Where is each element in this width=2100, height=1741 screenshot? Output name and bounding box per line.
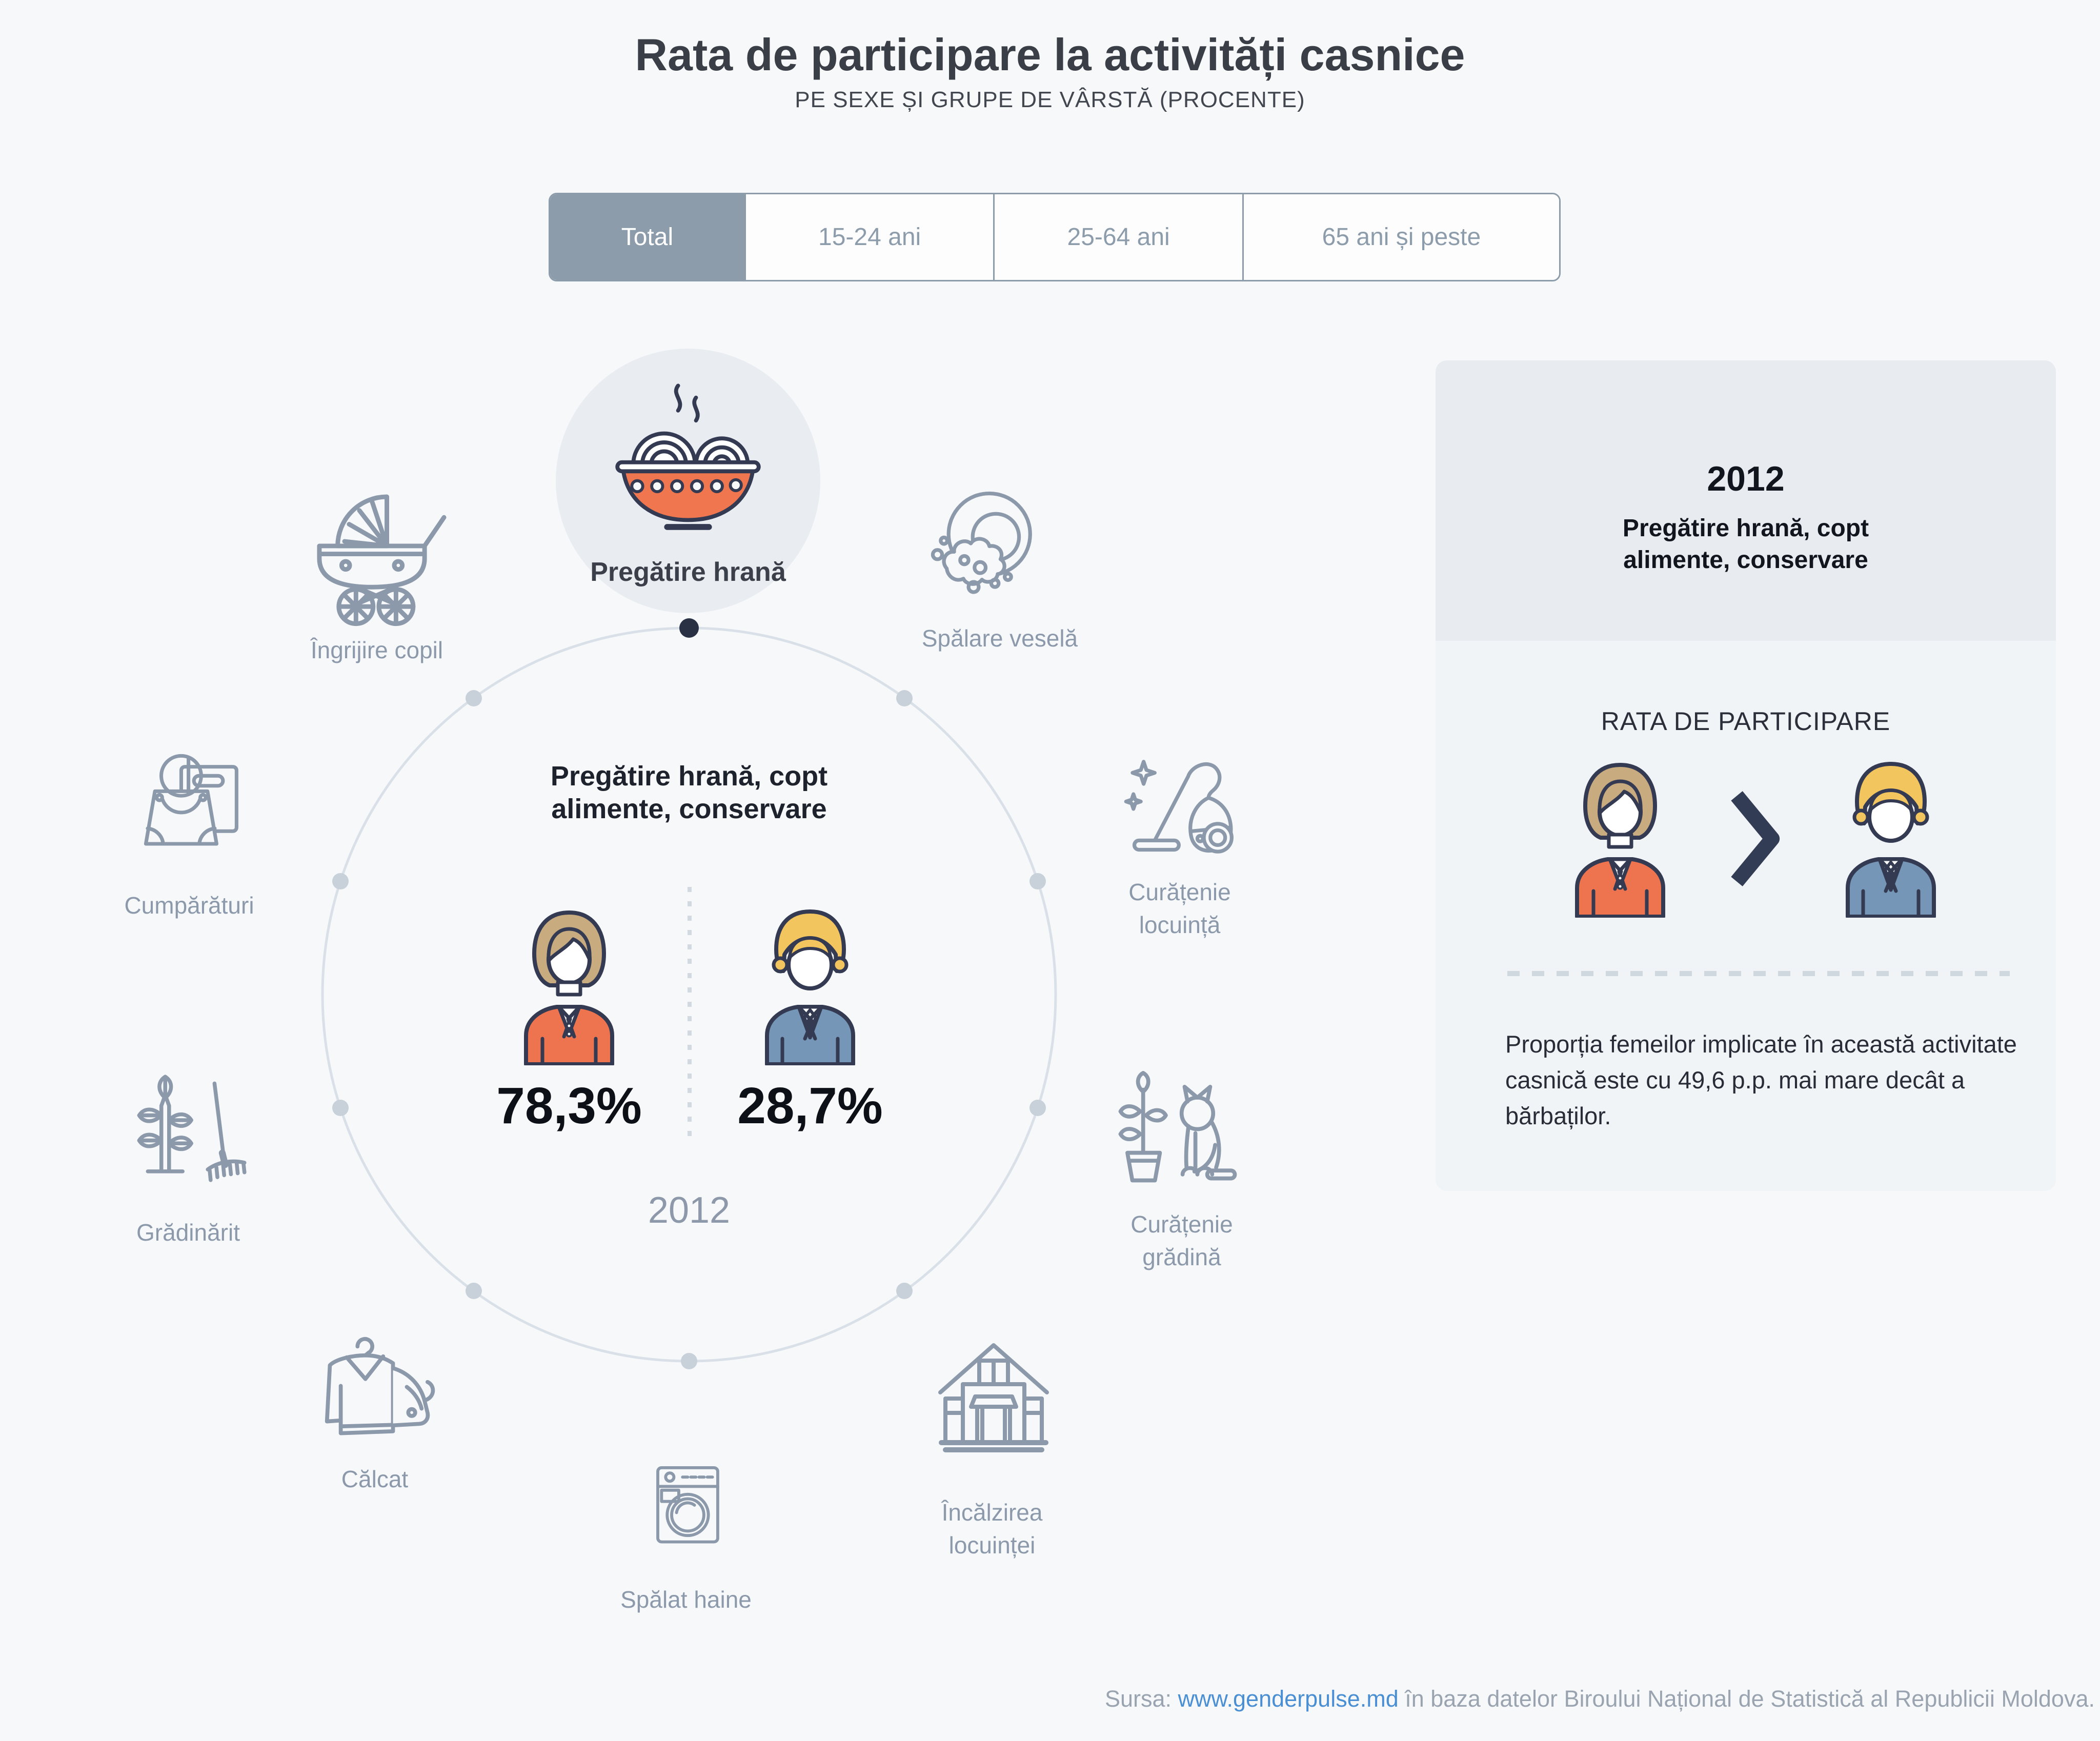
- activity-label: Călcat: [341, 1466, 409, 1492]
- activity-label: Cumpărături: [124, 892, 254, 919]
- page-subtitle: PE SEXE ȘI GRUPE DE VÂRSTĂ (PROCENTE): [795, 87, 1305, 112]
- shopping-bags-icon: [144, 754, 238, 846]
- shirt-iron-icon: [325, 1337, 435, 1435]
- activity-label: Îngrijire copil: [310, 637, 443, 663]
- dish-bubbles-icon: [931, 491, 1032, 594]
- panel-note: Proporția femeilor implicate în această …: [1505, 1030, 2017, 1129]
- noodle-bowl-icon: [615, 383, 761, 530]
- detail-panel-header: [1436, 360, 2056, 641]
- house-icon: [938, 1343, 1049, 1452]
- source-line: Sursa: www.genderpulse.md în baza datelo…: [1105, 1686, 2095, 1712]
- activity-label: Curățenie locuință: [1128, 879, 1231, 938]
- selected-activity-label: Pregătire hrană: [590, 557, 786, 587]
- man-icon: [1840, 754, 1942, 918]
- woman-icon: [1569, 754, 1671, 918]
- selected-activity-full-title: Pregătire hrană, copt alimente, conserva…: [550, 761, 828, 824]
- vacuum-cleaner-icon: [1124, 760, 1234, 854]
- tab-15-24[interactable]: 15-24 ani: [744, 194, 994, 280]
- activity-label: Spălare veselă: [921, 625, 1078, 652]
- plant-cat-icon: [1118, 1071, 1237, 1183]
- woman-icon: [518, 901, 620, 1065]
- panel-year: 2012: [1707, 459, 1785, 498]
- page-title: Rata de participare la activități casnic…: [635, 29, 1465, 80]
- tab-25-64[interactable]: 25-64 ani: [993, 194, 1242, 280]
- active-node-dot: [679, 618, 699, 638]
- greater-than-icon: [1731, 791, 1780, 886]
- plant-rake-icon: [137, 1075, 247, 1182]
- washing-machine-icon: [656, 1466, 719, 1544]
- tab-total[interactable]: Total: [550, 194, 744, 280]
- source-link[interactable]: www.genderpulse.md: [1178, 1686, 1399, 1712]
- activity-label: Încălzirea locuinței: [941, 1499, 1043, 1558]
- gender-divider: [688, 887, 692, 1136]
- baby-stroller-icon: [317, 494, 447, 626]
- panel-heading: RATA DE PARTICIPARE: [1601, 707, 1891, 736]
- source-prefix: Sursa:: [1104, 1686, 1178, 1712]
- female-percentage: 78,3%: [496, 1077, 642, 1135]
- wheel-year: 2012: [648, 1190, 731, 1231]
- activity-wheel-ring: [321, 618, 1057, 1369]
- age-group-tabbar: Total 15-24 ani 25-64 ani 65 ani și pest…: [549, 193, 1561, 281]
- man-icon: [759, 901, 861, 1065]
- male-percentage: 28,7%: [737, 1077, 883, 1135]
- activity-label: Spălat haine: [620, 1586, 752, 1613]
- activity-label: Curățenie grădină: [1130, 1211, 1233, 1270]
- tab-65-plus[interactable]: 65 ani și peste: [1242, 194, 1559, 280]
- dashed-divider: [1507, 971, 2010, 976]
- activity-label: Grădinărit: [136, 1219, 240, 1246]
- source-suffix: în baza datelor Biroului Național de Sta…: [1398, 1686, 2095, 1712]
- panel-activity-title: Pregătire hrană, copt alimente, conserva…: [1622, 515, 1869, 574]
